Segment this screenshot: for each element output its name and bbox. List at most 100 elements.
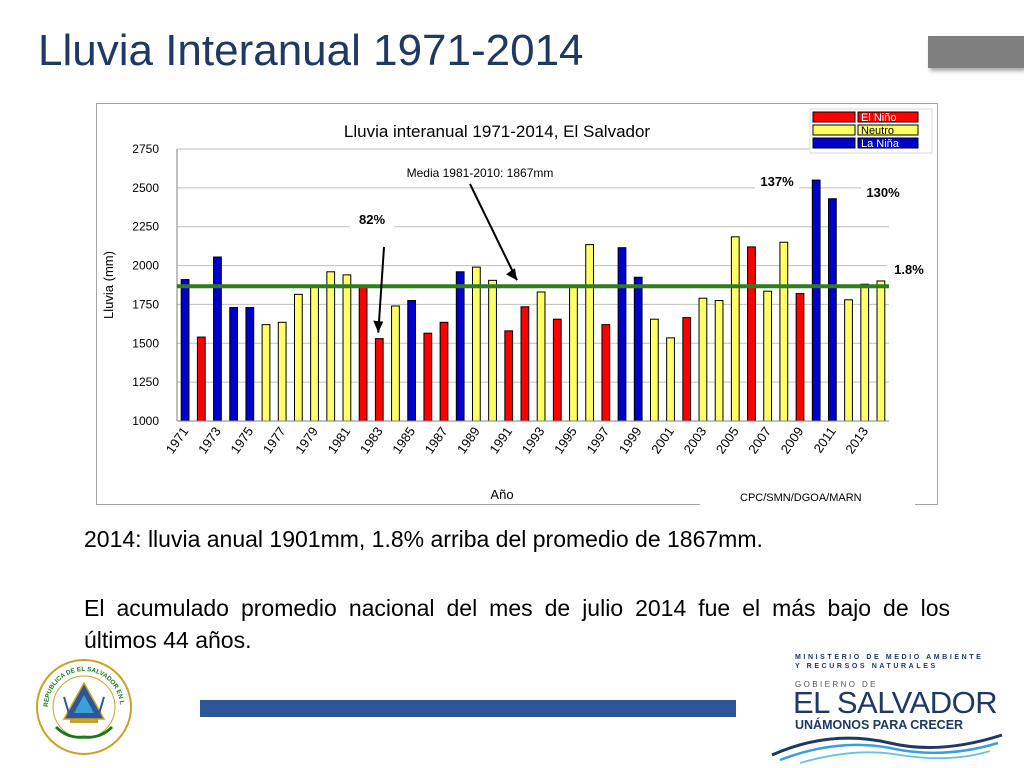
y-tick-label: 2750	[132, 142, 159, 156]
annotation-label: 137%	[760, 174, 794, 189]
bar-1999	[633, 276, 643, 422]
bar-2003	[698, 297, 708, 422]
legend-swatch-neutro	[812, 124, 856, 136]
government-logo: MINISTERIO DE MEDIO AMBIENTE Y RECURSOS …	[770, 650, 1010, 765]
bar-2000	[649, 318, 659, 422]
bar-2009	[795, 293, 805, 422]
bar-1986	[423, 332, 433, 422]
bar-1977	[277, 321, 287, 422]
bar-2008	[779, 241, 789, 422]
bar-1996	[585, 244, 595, 422]
bar-1971	[180, 279, 190, 422]
bar-1998	[617, 247, 627, 422]
ministry-name-line2: Y RECURSOS NATURALES	[795, 663, 938, 670]
annotations: 82% 137% 130% 1.8%	[350, 172, 931, 333]
legend-label: Neutro	[861, 125, 894, 137]
y-tick-label: 2000	[132, 259, 159, 273]
legend-swatch-nino	[812, 111, 856, 123]
bar-2002	[682, 317, 692, 422]
bar-1982	[358, 285, 368, 422]
annotation-bg	[861, 183, 905, 202]
x-tick-label: 2009	[778, 424, 807, 456]
legend-label-bg	[857, 124, 919, 136]
x-tick-label: 1979	[292, 424, 321, 456]
annotation-arrow	[377, 246, 385, 333]
bar-2013	[860, 283, 870, 422]
annotation-label: 82%	[359, 212, 385, 227]
bar-1973	[213, 256, 222, 422]
x-tick-label: 1989	[454, 424, 483, 456]
x-tick-label: 1981	[324, 424, 353, 456]
x-tick-label: 2013	[842, 424, 871, 456]
x-tick-label: 1999	[616, 424, 645, 456]
y-tick-label: 1000	[132, 414, 159, 428]
x-tick-label: 1975	[227, 424, 256, 456]
annotation-arrowhead	[373, 320, 384, 333]
bar-1974	[229, 307, 239, 422]
bar-1991	[504, 330, 514, 422]
mean-pointer-arrowhead	[506, 268, 517, 281]
chart-title: Lluvia interanual 1971-2014, El Salvador	[344, 122, 651, 141]
bar-1980	[326, 271, 336, 422]
bar-1975	[245, 307, 255, 422]
bar-1985	[407, 300, 417, 422]
y-tick-label: 2500	[132, 181, 159, 195]
bar-1984	[391, 305, 400, 422]
caption-july-note: El acumulado promedio nacional del mes d…	[84, 595, 950, 653]
bar-1989	[471, 266, 481, 422]
legend-label-bg	[857, 137, 919, 149]
x-tick-label: 1985	[389, 424, 418, 456]
bar-1993	[536, 291, 546, 422]
bar-2010	[811, 179, 821, 422]
x-tick-label: 2007	[745, 424, 774, 456]
caption-2014-summary: 2014: lluvia anual 1901mm, 1.8% arriba d…	[84, 526, 763, 552]
mean-line-group: Media 1981-2010: 1867mm	[177, 166, 889, 289]
seal-emblem-icon: REPUBLICA DE EL SALVADOR EN LA AMERICA C…	[31, 652, 132, 755]
bar-1978	[293, 293, 303, 422]
x-tick-label: 2005	[713, 424, 742, 456]
source-box	[700, 490, 915, 512]
coat-of-arms-seal: REPUBLICA DE EL SALVADOR EN LA AMERICA C…	[31, 652, 134, 757]
x-tick-label: 2001	[648, 424, 677, 456]
bar-2005	[730, 236, 740, 422]
wave-swoosh-icon	[771, 733, 1003, 764]
corner-tab-decoration	[928, 36, 1024, 68]
x-tick-label: 1987	[422, 424, 451, 456]
x-tick-label: 2003	[680, 424, 709, 456]
legend-label-bg	[857, 111, 919, 123]
legend-swatch-nina	[812, 137, 856, 149]
annotation-label: 1.8%	[894, 262, 924, 277]
annotation-label: 130%	[866, 185, 900, 200]
annotation-bg	[887, 260, 931, 279]
bar-1988	[455, 271, 465, 422]
ministry-name-line1: MINISTERIO DE MEDIO AMBIENTE	[795, 654, 984, 661]
x-tick-label: 1993	[519, 424, 548, 456]
bar-1972	[196, 336, 206, 422]
y-axis-label: Lluvia (mm)	[101, 251, 116, 319]
x-tick-label: 1971	[163, 424, 192, 456]
bar-1992	[520, 306, 530, 422]
gobierno-de-label: GOBIERNO DE	[795, 680, 878, 689]
x-tick-label: 1995	[551, 424, 580, 456]
source-credit: CPC/SMN/DGOA/MARN	[740, 492, 862, 504]
annotation-bg	[755, 172, 799, 191]
y-tick-label: 1250	[132, 375, 159, 389]
x-tick-label: 1983	[357, 424, 386, 456]
bar-1987	[439, 321, 449, 422]
y-tick-label: 2250	[132, 220, 159, 234]
slogan-label: UNÁMONOS PARA CRECER	[795, 718, 964, 732]
bar-2014	[876, 280, 886, 422]
bar-1983	[374, 338, 384, 422]
bar-1976	[261, 324, 271, 422]
el-salvador-label: EL SALVADOR	[793, 685, 998, 720]
bar-2012	[844, 299, 853, 422]
legend-label: La Niña	[861, 138, 900, 150]
x-axis-label: Año	[490, 487, 513, 502]
bar-1994	[552, 318, 562, 422]
bar-2001	[666, 337, 675, 422]
bar-2011	[827, 198, 837, 422]
bar-1997	[601, 324, 611, 422]
bars-group	[180, 179, 886, 422]
x-tick-label: 1977	[260, 424, 289, 456]
